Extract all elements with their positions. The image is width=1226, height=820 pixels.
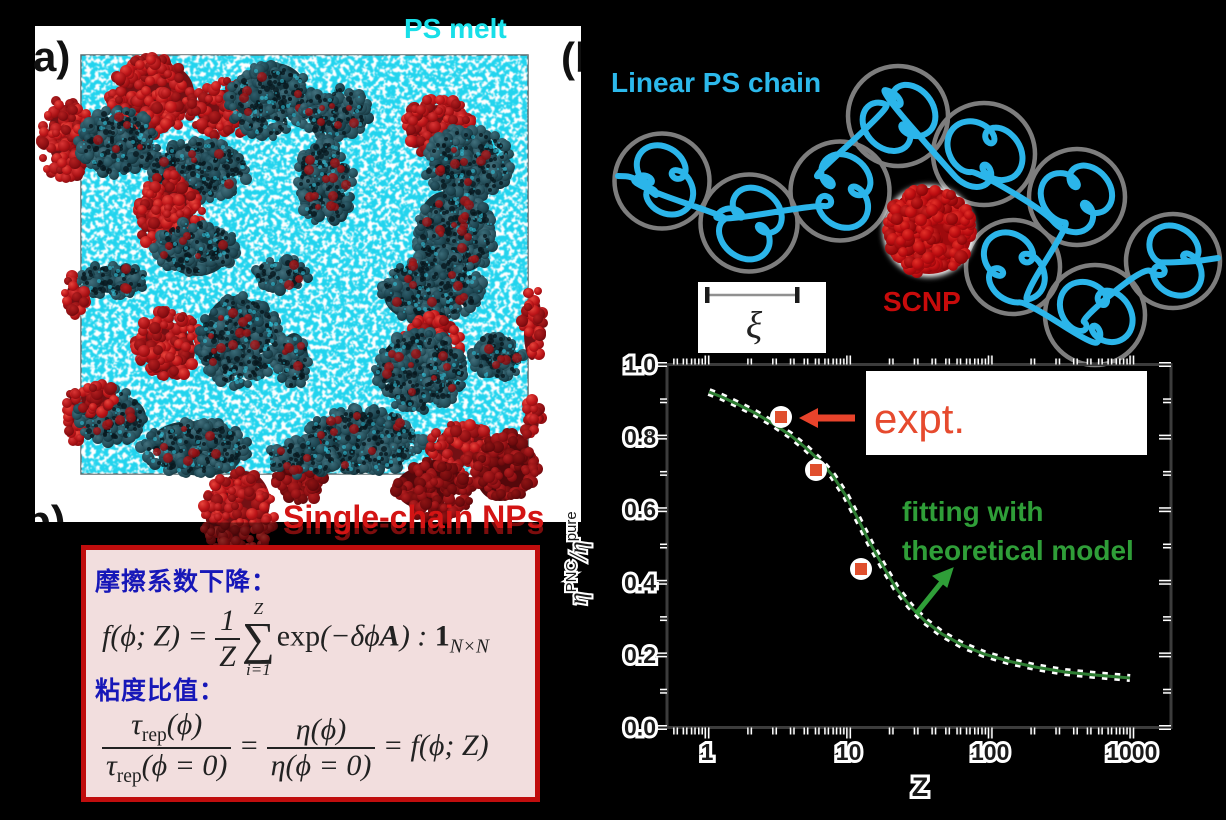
svg-text:b): b) — [24, 497, 66, 546]
svg-text:(b: (b — [561, 34, 601, 81]
svg-text:a): a) — [33, 33, 70, 80]
